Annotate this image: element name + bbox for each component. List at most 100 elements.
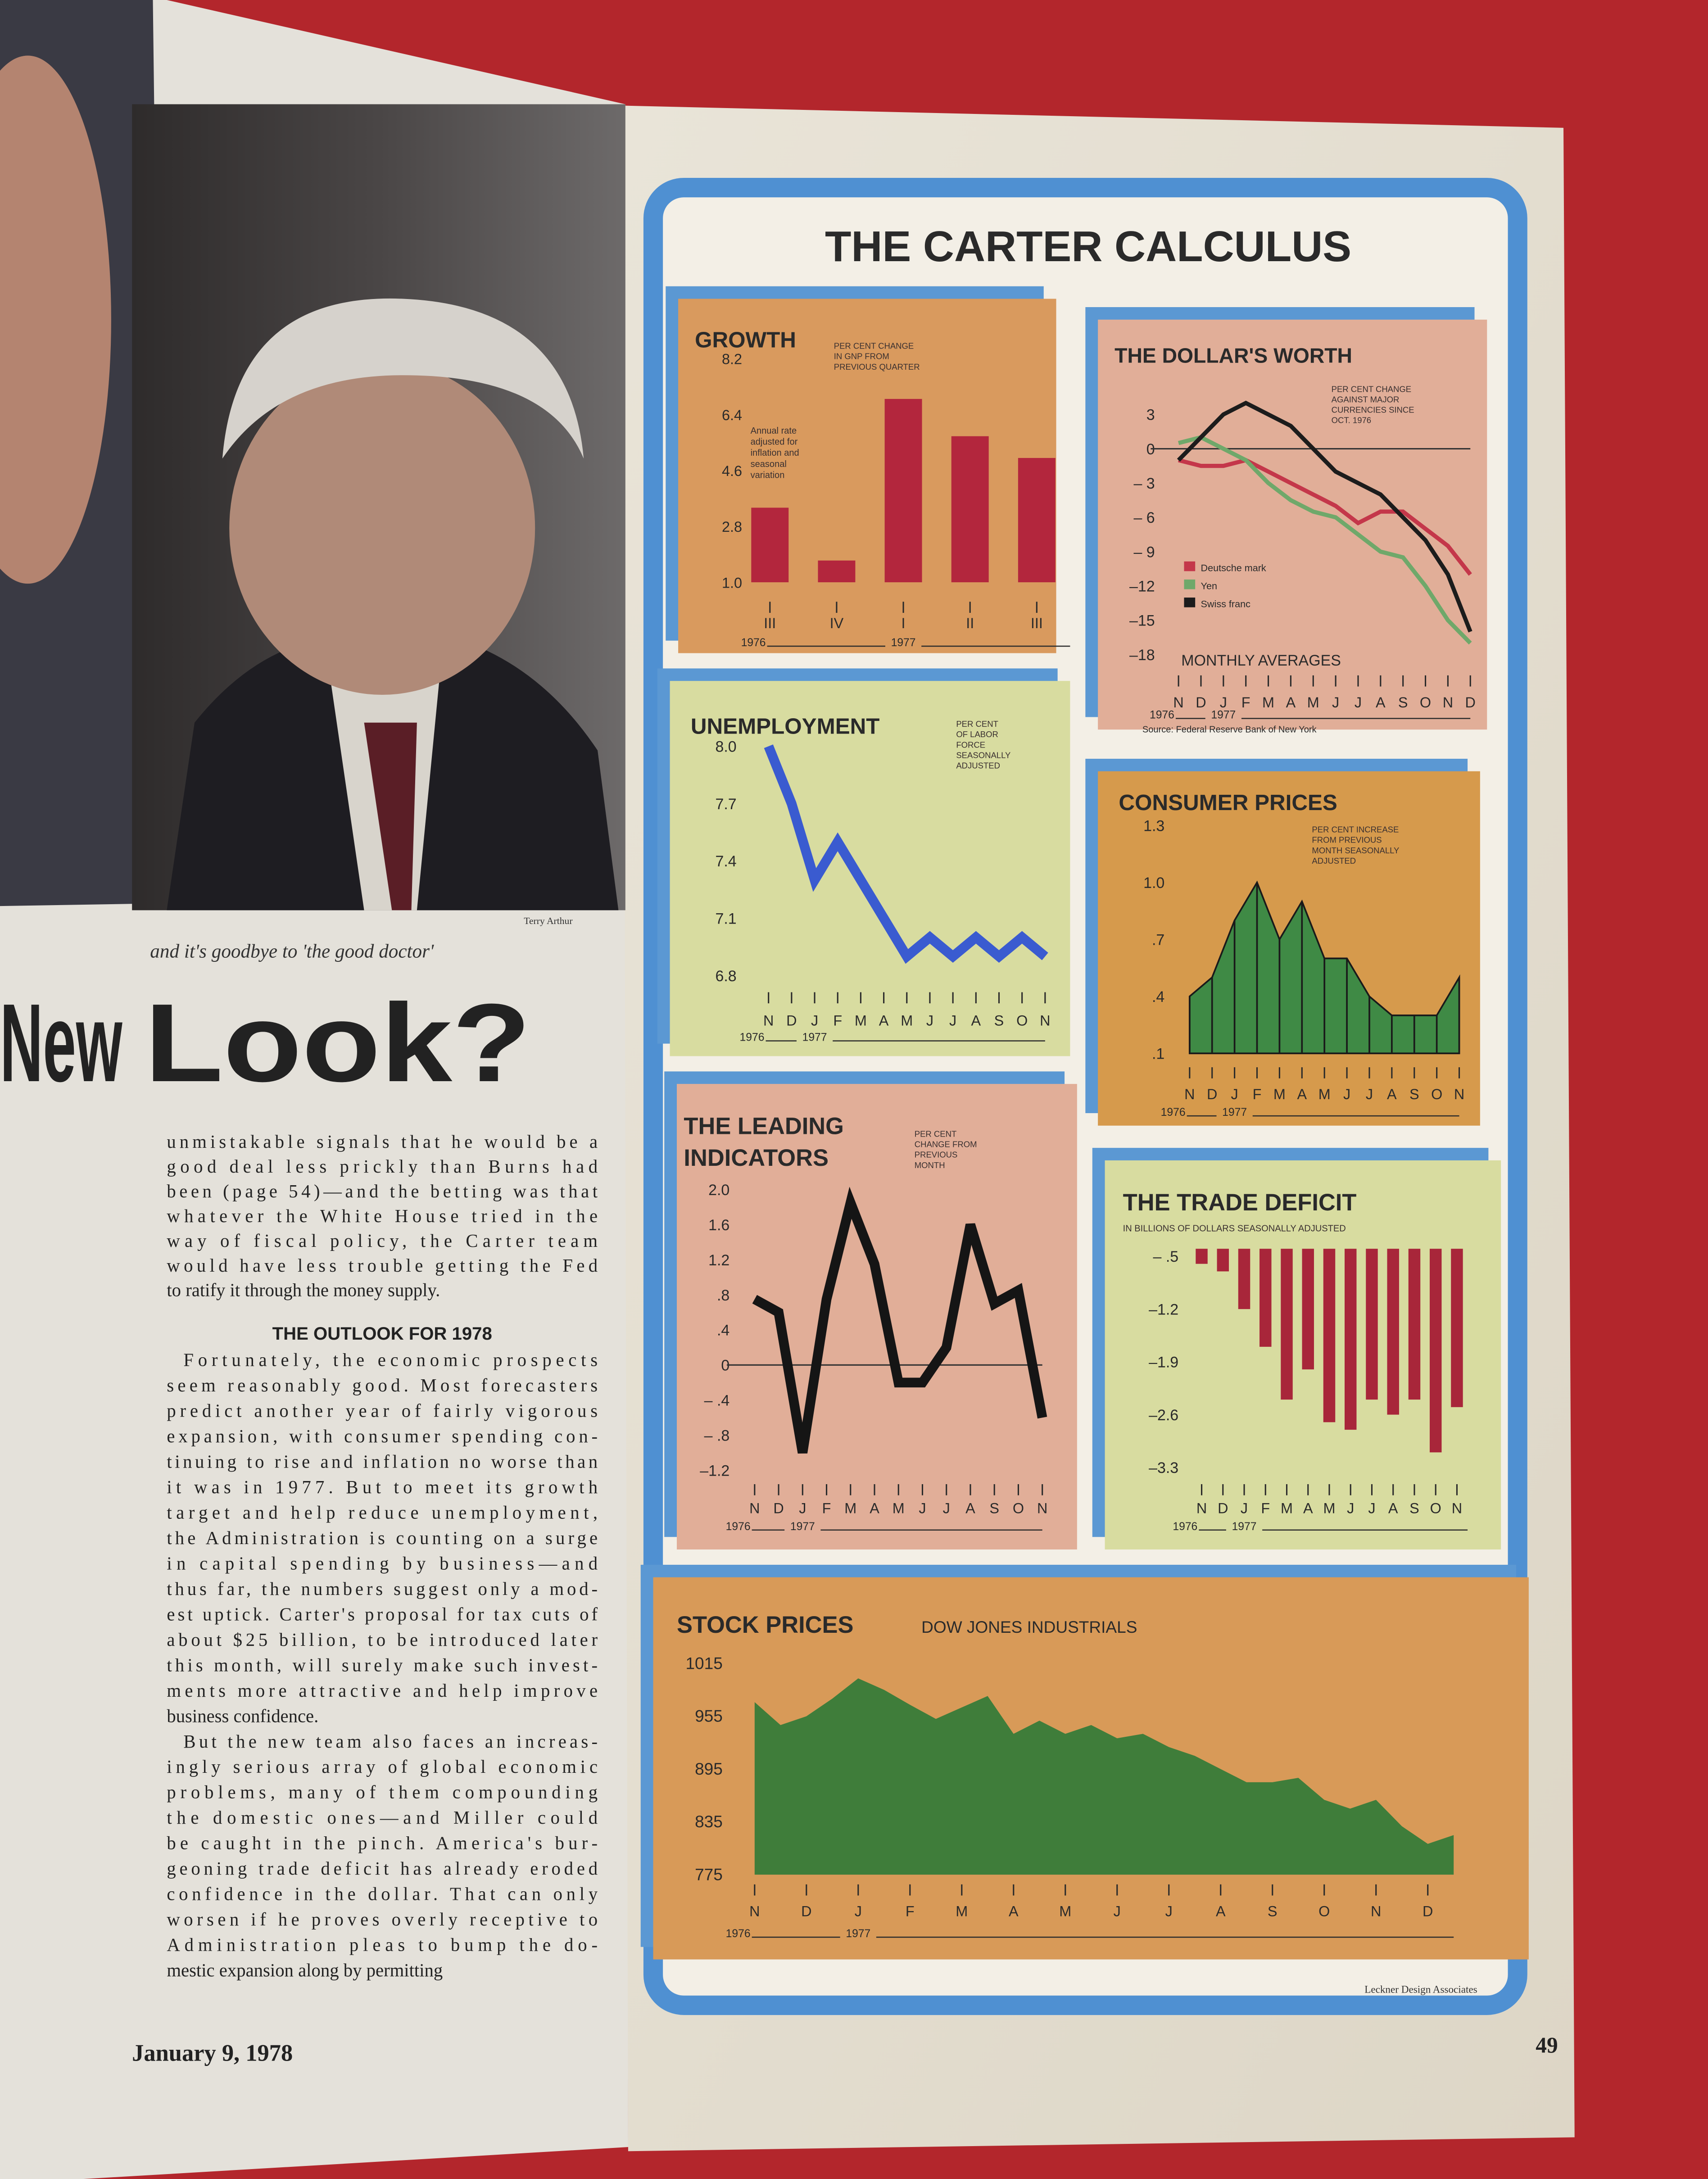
article-line: seem reasonably good. Most forecasters	[167, 1375, 598, 1395]
y-tick-label: 6.8	[716, 968, 737, 985]
x-tick-label: D	[801, 1903, 811, 1920]
y-tick-label: .4	[1152, 988, 1164, 1006]
chart-note: FROM PREVIOUS	[1312, 835, 1382, 845]
chart-note: FORCE	[956, 740, 985, 749]
chart-title: THE DOLLAR'S WORTH	[1115, 344, 1352, 367]
x-tick-label: D	[1207, 1086, 1217, 1102]
y-tick-label: 1.0	[1143, 874, 1164, 892]
x-tick-label: J	[1114, 1903, 1121, 1920]
chart-annotation: MONTHLY AVERAGES	[1181, 652, 1341, 669]
headline-part: Look?	[145, 981, 531, 1105]
x-tick-label: D	[786, 1013, 797, 1029]
bar	[1429, 1249, 1442, 1453]
x-tick-label: A	[1388, 1500, 1398, 1517]
bar	[1259, 1249, 1272, 1347]
legend-swatch	[1184, 579, 1196, 589]
chart-subtitle: DOW JONES INDUSTRIALS	[921, 1617, 1137, 1636]
x-tick-label: F	[822, 1500, 831, 1517]
y-tick-label: 1.3	[1143, 817, 1164, 834]
legend-label: Yen	[1201, 580, 1217, 592]
x-tick-label: S	[1398, 694, 1408, 711]
graphic-credit: Leckner Design Associates	[1364, 1984, 1477, 1995]
headline-part: New	[0, 981, 122, 1105]
y-tick-label: 3	[1146, 407, 1155, 424]
chart-source: Source: Federal Reserve Bank of New York	[1142, 725, 1317, 734]
x-tick-label: J	[1368, 1500, 1375, 1517]
article-line: would have less trouble getting the Fed	[167, 1255, 598, 1276]
chart-title: THE LEADING	[684, 1113, 844, 1139]
y-tick-label: –15	[1129, 612, 1155, 630]
year-label: 1977	[891, 637, 916, 649]
y-tick-label: .7	[1152, 932, 1164, 949]
x-tick-label: O	[1318, 1903, 1330, 1920]
article-line: business confidence.	[167, 1706, 318, 1726]
x-tick-label: A	[1376, 694, 1386, 711]
x-tick-label: S	[1409, 1500, 1419, 1517]
x-tick-label: N	[749, 1903, 760, 1920]
x-tick-label: I	[902, 615, 906, 631]
bar	[1345, 1249, 1357, 1430]
x-tick-label: D	[1465, 694, 1476, 711]
x-tick-label: O	[1420, 694, 1431, 711]
bar	[1323, 1249, 1336, 1422]
x-tick-label: J	[799, 1500, 806, 1517]
y-tick-label: 1.0	[722, 575, 742, 591]
article-line: about $25 billion, to be introduced late…	[167, 1630, 598, 1650]
y-tick-label: –1.2	[1149, 1301, 1178, 1318]
y-tick-label: 835	[695, 1812, 723, 1831]
year-label: 1977	[1211, 709, 1236, 721]
y-tick-label: –1.2	[700, 1462, 729, 1479]
photo-credit: Terry Arthur	[524, 915, 572, 926]
x-tick-label: N	[1371, 1903, 1381, 1920]
x-tick-label: III	[764, 615, 776, 631]
chart-note: PREVIOUS QUARTER	[834, 362, 920, 371]
y-tick-label: – .8	[704, 1427, 730, 1445]
panel	[670, 681, 1070, 1056]
bar	[1281, 1249, 1293, 1400]
x-tick-label: M	[855, 1013, 867, 1029]
chart-title: THE TRADE DEFICIT	[1123, 1190, 1357, 1216]
year-label: 1977	[802, 1031, 827, 1043]
panel	[678, 299, 1056, 653]
x-tick-label: F	[1253, 1086, 1262, 1102]
article-line: ingly serious array of global economic	[167, 1757, 598, 1777]
chart-note: IN BILLIONS OF DOLLARS SEASONALLY ADJUST…	[1123, 1223, 1346, 1233]
y-tick-label: – 9	[1133, 544, 1155, 561]
panel	[677, 1084, 1077, 1549]
area	[754, 1678, 1454, 1875]
chart-note: variation	[751, 471, 785, 480]
x-tick-label: D	[1423, 1903, 1433, 1920]
x-tick-label: M	[1318, 1086, 1331, 1102]
chart-note: OF LABOR	[956, 729, 998, 739]
x-tick-label: N	[1040, 1013, 1050, 1029]
article-line: problems, many of them compounding	[167, 1782, 598, 1803]
chart-note: IN GNP FROM	[834, 352, 889, 361]
year-label: 1976	[741, 637, 766, 649]
portrait-tie	[364, 722, 417, 911]
x-tick-label: A	[1009, 1903, 1019, 1920]
x-tick-label: N	[1452, 1500, 1462, 1517]
bar	[751, 507, 789, 583]
line	[752, 1187, 1047, 1454]
y-tick-label: 775	[695, 1865, 723, 1884]
article-line: been (page 54)—and the betting was that	[167, 1181, 598, 1201]
legend-label: Deutsche mark	[1201, 562, 1266, 573]
article-line: Fortunately, the economic prospects	[183, 1350, 598, 1370]
y-tick-label: – 6	[1133, 509, 1155, 526]
x-tick-label: M	[893, 1500, 905, 1517]
chart-note: CHANGE FROM	[915, 1140, 977, 1149]
bar	[1408, 1249, 1421, 1400]
chart-note: PER CENT	[915, 1129, 957, 1138]
x-tick-label: M	[1307, 694, 1319, 711]
x-tick-label: F	[906, 1903, 915, 1920]
x-tick-label: J	[1165, 1903, 1173, 1920]
chart-note: MONTH SEASONALLY	[1312, 846, 1399, 855]
y-tick-label: 8.2	[722, 351, 742, 367]
x-tick-label: N	[1454, 1086, 1464, 1102]
y-tick-label: –18	[1129, 647, 1155, 664]
article-line: confidence in the dollar. That can only	[167, 1884, 598, 1904]
x-tick-label: J	[811, 1013, 818, 1029]
legend-swatch	[1184, 598, 1196, 607]
x-tick-label: J	[1343, 1086, 1350, 1102]
